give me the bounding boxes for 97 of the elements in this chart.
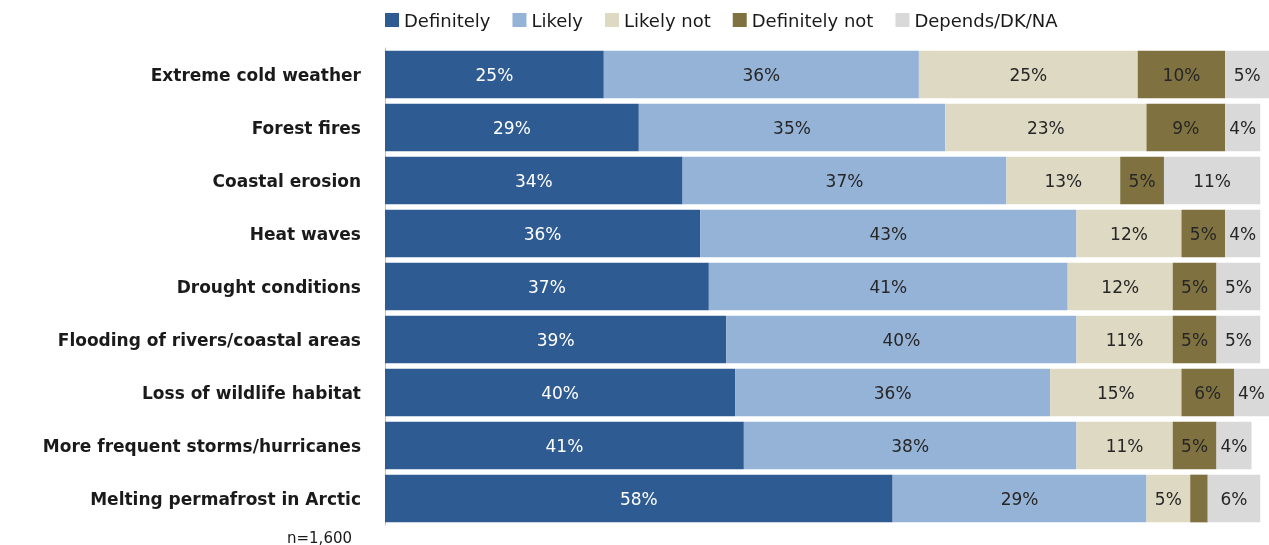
bar xyxy=(1207,474,1261,523)
y-tick-label: More frequent storms/hurricanes xyxy=(42,435,361,456)
bar xyxy=(385,50,604,99)
data-label: 6% xyxy=(1194,382,1222,403)
bar xyxy=(1216,262,1261,311)
data-label: 15% xyxy=(1096,382,1135,403)
data-label: 5% xyxy=(1189,223,1217,244)
legend-label: Definitely not xyxy=(751,9,874,31)
data-label: 37% xyxy=(825,170,864,191)
bar xyxy=(385,315,727,364)
data-label: 29% xyxy=(1000,488,1039,509)
data-label: 12% xyxy=(1110,223,1148,244)
y-tick-label: Melting permafrost in Arctic xyxy=(90,488,361,509)
bar xyxy=(385,368,736,417)
data-label: 41% xyxy=(869,276,908,297)
legend-label: Likely xyxy=(531,9,584,31)
data-label: 4% xyxy=(1220,435,1248,456)
bar xyxy=(638,103,946,152)
data-label: 11% xyxy=(1105,435,1144,456)
bar xyxy=(385,421,744,470)
data-label: 25% xyxy=(475,64,514,85)
text: n=1,600 xyxy=(287,528,353,545)
bar xyxy=(1076,209,1182,258)
bar xyxy=(1225,50,1269,99)
bar xyxy=(1137,50,1226,99)
data-label: 4% xyxy=(1229,117,1257,138)
bar xyxy=(735,368,1051,417)
data-label: 35% xyxy=(773,117,811,138)
y-tick-label: Heat waves xyxy=(249,223,361,244)
bar xyxy=(1216,315,1261,364)
y-tick-label: Extreme cold weather xyxy=(150,64,362,85)
data-label: 5% xyxy=(1181,435,1209,456)
bar xyxy=(682,156,1007,205)
data-label: 5% xyxy=(1154,488,1182,509)
legend-label: Likely not xyxy=(624,9,711,31)
data-label: 43% xyxy=(869,223,908,244)
bar xyxy=(1076,421,1173,470)
legend-label: Definitely xyxy=(404,9,491,31)
data-label: 12% xyxy=(1101,276,1140,297)
data-label: 37% xyxy=(528,276,566,297)
y-tick-label: Flooding of rivers/coastal areas xyxy=(57,329,361,350)
data-label: 5% xyxy=(1233,64,1261,85)
data-label: 36% xyxy=(873,382,912,403)
data-label: 5% xyxy=(1128,170,1156,191)
bar xyxy=(918,50,1138,99)
bar xyxy=(385,103,639,152)
data-label: 11% xyxy=(1105,329,1144,350)
y-tick-label: Forest fires xyxy=(251,117,361,138)
bar xyxy=(385,262,709,311)
legend-label: Depends/DK/NA xyxy=(914,9,1059,31)
data-label: 29% xyxy=(493,117,531,138)
bar xyxy=(1076,315,1173,364)
data-label: 5% xyxy=(1181,276,1209,297)
bar xyxy=(1067,262,1173,311)
data-label: 4% xyxy=(1238,382,1265,403)
bar xyxy=(700,209,1077,258)
bar xyxy=(1050,368,1182,417)
data-label: 39% xyxy=(536,329,575,350)
y-tick-label: Coastal erosion xyxy=(212,170,361,191)
bar xyxy=(1006,156,1121,205)
bar xyxy=(1181,209,1226,258)
data-label: 58% xyxy=(619,488,658,509)
y-tick-label: Drought conditions xyxy=(176,276,361,297)
data-label: 40% xyxy=(541,382,579,403)
data-label: 5% xyxy=(1224,276,1252,297)
bar xyxy=(1163,156,1261,205)
data-label: 41% xyxy=(545,435,584,456)
bar xyxy=(726,315,1077,364)
data-label: 23% xyxy=(1026,117,1065,138)
bar xyxy=(1120,156,1164,205)
data-label: 9% xyxy=(1172,117,1200,138)
bar xyxy=(945,103,1147,152)
bar xyxy=(385,209,701,258)
bar xyxy=(1146,474,1191,523)
bar xyxy=(892,474,1147,523)
data-label: 11% xyxy=(1193,170,1232,191)
data-label: 4% xyxy=(1229,223,1257,244)
data-label: 40% xyxy=(882,329,921,350)
bar xyxy=(743,421,1077,470)
bar xyxy=(1146,103,1226,152)
y-tick-label: Loss of wildlife habitat xyxy=(142,382,361,403)
data-label: 25% xyxy=(1009,64,1048,85)
bar xyxy=(708,262,1068,311)
data-label: 10% xyxy=(1162,64,1201,85)
data-label: 6% xyxy=(1220,488,1248,509)
bar xyxy=(603,50,919,99)
data-label: 36% xyxy=(523,223,562,244)
data-label: 36% xyxy=(742,64,781,85)
data-label: 38% xyxy=(891,435,930,456)
data-label: 34% xyxy=(514,170,553,191)
bar xyxy=(385,156,683,205)
data-label: 5% xyxy=(1181,329,1209,350)
data-label: 13% xyxy=(1044,170,1083,191)
bar xyxy=(1190,474,1208,523)
data-label: 5% xyxy=(1224,329,1252,350)
bar xyxy=(1181,368,1234,417)
bar xyxy=(385,474,893,523)
